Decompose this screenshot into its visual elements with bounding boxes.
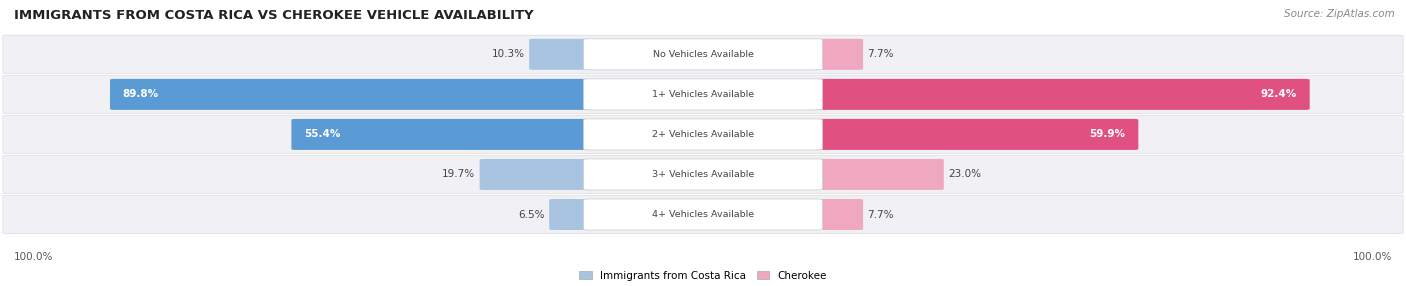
Text: 19.7%: 19.7% — [443, 170, 475, 179]
Text: 7.7%: 7.7% — [868, 210, 894, 219]
Text: 6.5%: 6.5% — [519, 210, 546, 219]
Text: IMMIGRANTS FROM COSTA RICA VS CHEROKEE VEHICLE AVAILABILITY: IMMIGRANTS FROM COSTA RICA VS CHEROKEE V… — [14, 9, 534, 21]
Text: 7.7%: 7.7% — [868, 49, 894, 59]
Text: 55.4%: 55.4% — [304, 130, 340, 139]
Text: 59.9%: 59.9% — [1090, 130, 1126, 139]
Text: 23.0%: 23.0% — [948, 170, 981, 179]
Text: 4+ Vehicles Available: 4+ Vehicles Available — [652, 210, 754, 219]
Text: 100.0%: 100.0% — [1353, 253, 1392, 262]
Text: No Vehicles Available: No Vehicles Available — [652, 50, 754, 59]
Text: 89.8%: 89.8% — [122, 90, 159, 99]
Legend: Immigrants from Costa Rica, Cherokee: Immigrants from Costa Rica, Cherokee — [579, 271, 827, 281]
Text: Source: ZipAtlas.com: Source: ZipAtlas.com — [1284, 9, 1395, 19]
Text: 1+ Vehicles Available: 1+ Vehicles Available — [652, 90, 754, 99]
Text: 3+ Vehicles Available: 3+ Vehicles Available — [652, 170, 754, 179]
Text: 92.4%: 92.4% — [1261, 90, 1298, 99]
Text: 10.3%: 10.3% — [492, 49, 524, 59]
Text: 2+ Vehicles Available: 2+ Vehicles Available — [652, 130, 754, 139]
Text: 100.0%: 100.0% — [14, 253, 53, 262]
